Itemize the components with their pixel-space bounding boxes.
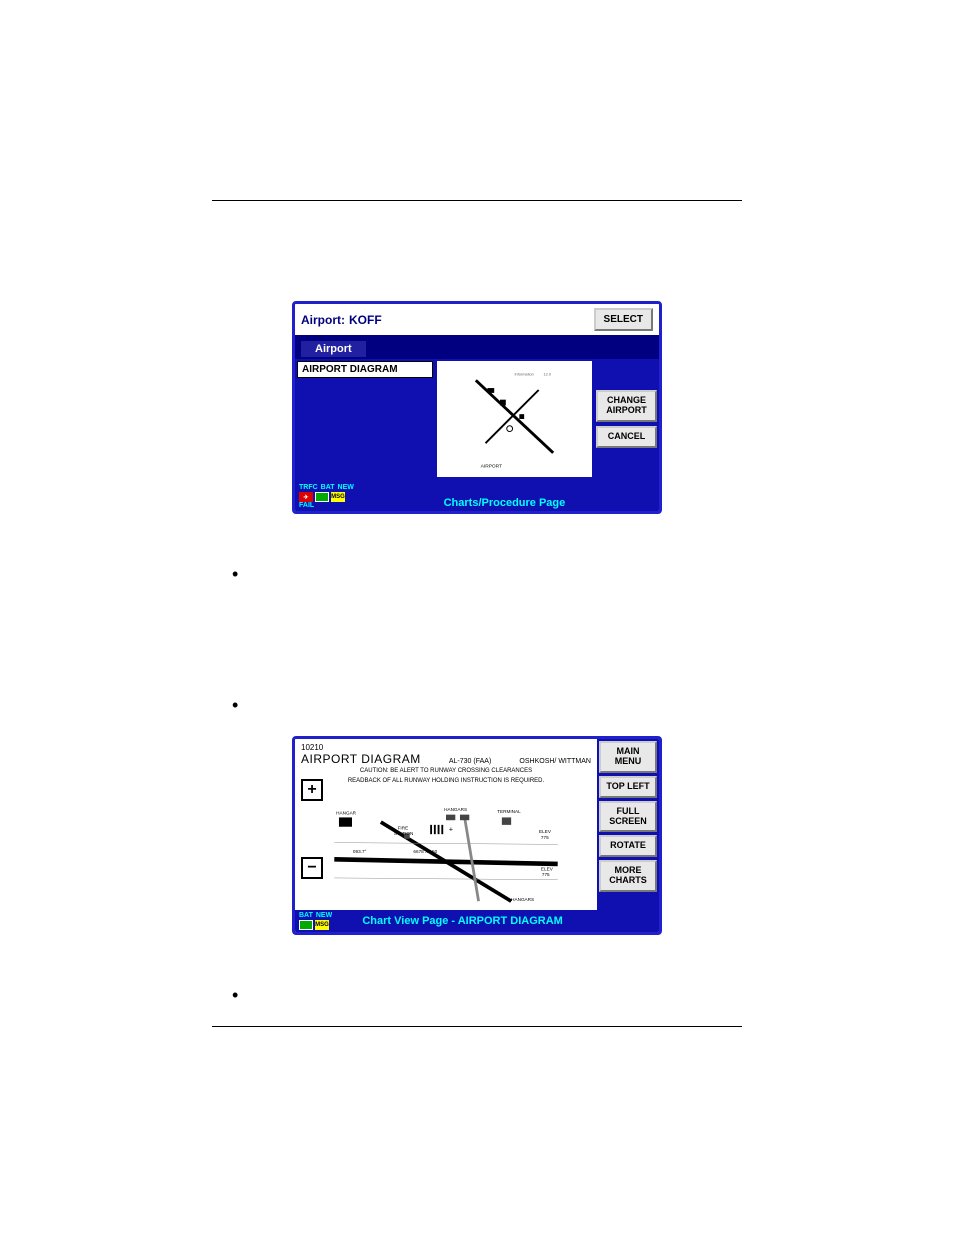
- new-label-2: NEW: [316, 912, 332, 919]
- airport-code: KOFF: [349, 313, 382, 327]
- change-airport-button[interactable]: CHANGE AIRPORT: [596, 390, 657, 422]
- header-bar: Airport: KOFF SELECT: [295, 304, 659, 337]
- svg-text:HANGAR: HANGAR: [336, 811, 357, 816]
- traffic-icon: ✈: [299, 492, 313, 502]
- svg-text:ELEV: ELEV: [539, 829, 552, 834]
- main-menu-button[interactable]: MAIN MENU: [599, 741, 657, 773]
- svg-text:775: 775: [541, 835, 549, 840]
- chart-thumbnail[interactable]: AIRPORT Information 12.0: [437, 361, 592, 477]
- new-label: NEW: [338, 484, 354, 491]
- svg-text:HANGARS: HANGARS: [511, 897, 534, 902]
- msg-icon: MSG: [331, 492, 345, 502]
- runway-diagram[interactable]: HANGAR HANGARS TERMINAL FIRE STATION ELE…: [325, 790, 567, 910]
- top-left-button[interactable]: TOP LEFT: [599, 776, 657, 798]
- svg-text:FIRE: FIRE: [398, 826, 409, 831]
- chart-al: AL-730 (FAA): [449, 758, 491, 765]
- svg-text:+: +: [449, 824, 453, 833]
- page-title: Charts/Procedure Page: [444, 497, 566, 509]
- airport-diagram-item[interactable]: AIRPORT DIAGRAM: [297, 361, 433, 378]
- svg-text:775: 775: [542, 872, 550, 877]
- caution-line-1: CAUTION: BE ALERT TO RUNWAY CROSSING CLE…: [295, 766, 597, 776]
- bullet-1: •: [232, 564, 742, 585]
- charts-procedure-screenshot: Airport: KOFF SELECT Airport AIRPORT DIA…: [292, 301, 662, 514]
- full-screen-button[interactable]: FULL SCREEN: [599, 801, 657, 833]
- status-bar-2: BAT NEW MSG Chart View Page - AIRPORT DI…: [295, 910, 597, 932]
- rotate-button[interactable]: ROTATE: [599, 835, 657, 857]
- fail-label: FAIL: [299, 502, 354, 509]
- status-bar: TRFC BAT NEW ✈ MSG FAIL Charts/Procedure…: [295, 479, 659, 511]
- svg-text:6678 X 150: 6678 X 150: [413, 849, 437, 854]
- svg-text:093.7°: 093.7°: [353, 849, 367, 854]
- caution-line-2: READBACK OF ALL RUNWAY HOLDING INSTRUCTI…: [295, 776, 597, 786]
- battery-icon-2: [299, 920, 313, 930]
- top-divider: [212, 200, 742, 201]
- bat-label-2: BAT: [299, 912, 313, 919]
- svg-text:Information: Information: [515, 373, 534, 377]
- svg-text:HANGARS: HANGARS: [444, 807, 467, 812]
- airport-label: Airport:: [301, 313, 345, 327]
- chart-location: OSHKOSH/ WITTMAN: [519, 758, 591, 765]
- svg-text:ELEV: ELEV: [541, 866, 554, 871]
- right-button-panel-2: MAIN MENU TOP LEFT FULL SCREEN ROTATE MO…: [597, 739, 659, 932]
- chart-view-screenshot: 10210 AIRPORT DIAGRAM AL-730 (FAA) OSHKO…: [292, 736, 662, 935]
- bullet-2: •: [232, 695, 742, 716]
- bottom-divider: [212, 1026, 742, 1027]
- zoom-in-button[interactable]: +: [301, 779, 323, 801]
- svg-text:AIRPORT: AIRPORT: [481, 463, 502, 469]
- bat-label: BAT: [321, 484, 335, 491]
- more-charts-button[interactable]: MORE CHARTS: [599, 860, 657, 892]
- right-button-panel: CHANGE AIRPORT CANCEL: [594, 359, 659, 479]
- svg-text:12.0: 12.0: [544, 373, 552, 377]
- airport-tab[interactable]: Airport: [301, 341, 366, 357]
- zoom-out-button[interactable]: −: [301, 857, 323, 879]
- svg-text:TERMINAL: TERMINAL: [497, 809, 521, 814]
- chart-code: 10210: [301, 743, 591, 752]
- tab-bar: Airport: [295, 337, 659, 359]
- bullet-3: •: [232, 985, 742, 1006]
- chart-list-panel: AIRPORT DIAGRAM: [295, 359, 435, 479]
- chart-title: AIRPORT DIAGRAM: [301, 752, 421, 766]
- battery-icon: [315, 492, 329, 502]
- cancel-button[interactable]: CANCEL: [596, 426, 657, 448]
- trfc-label: TRFC: [299, 484, 318, 491]
- select-button[interactable]: SELECT: [594, 308, 653, 331]
- page-title-2: Chart View Page - AIRPORT DIAGRAM: [362, 915, 562, 927]
- msg-icon-2: MSG: [315, 920, 329, 930]
- svg-text:STATION: STATION: [394, 831, 413, 836]
